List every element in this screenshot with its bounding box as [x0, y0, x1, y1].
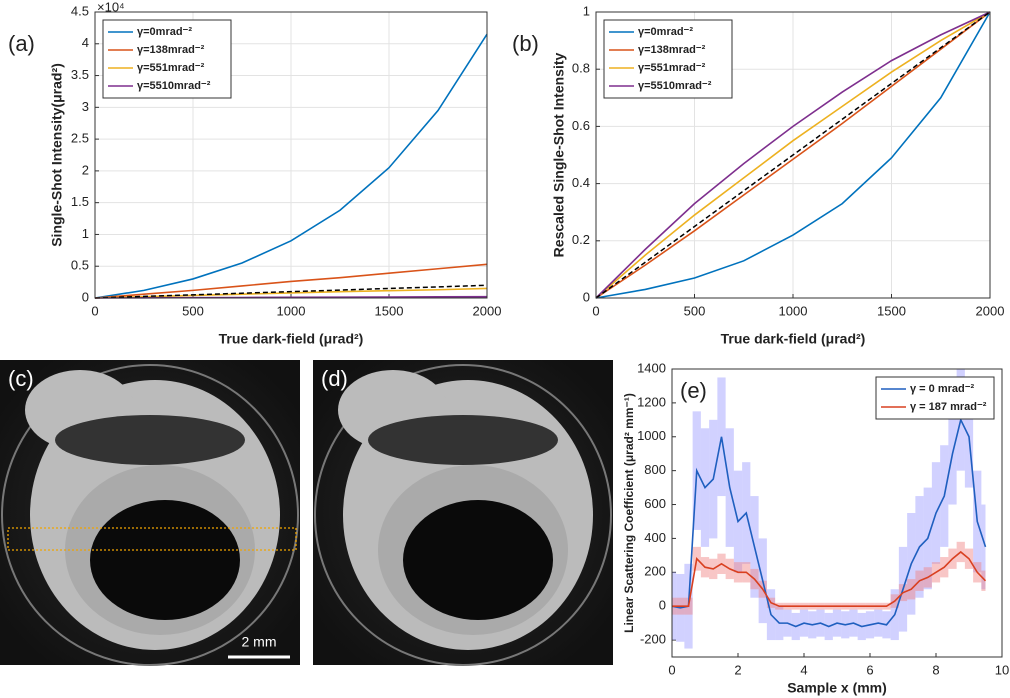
line — [94, 33, 488, 299]
line — [595, 11, 991, 299]
y-tick-label: 1000 — [637, 428, 666, 443]
legend-box — [875, 376, 995, 420]
y-tick-label: 800 — [644, 462, 666, 477]
y-tick-label: 3 — [82, 99, 89, 114]
panel-label: (a) — [8, 31, 35, 56]
legend-label: γ=5510mrad⁻² — [638, 80, 712, 92]
plot-clip — [671, 369, 987, 649]
axes-box — [94, 11, 488, 299]
legend-box — [603, 19, 733, 99]
y-tick-label: 0.2 — [572, 232, 590, 247]
line — [94, 284, 488, 299]
scale-bar-label: 2 mm — [242, 634, 277, 650]
y-tick-label: 0.8 — [572, 61, 590, 76]
panel-label: (d) — [321, 366, 348, 391]
x-tick-label: 1500 — [877, 303, 906, 318]
y-tick-label: 4.5 — [71, 3, 89, 18]
y-tick-label: 1200 — [637, 394, 666, 409]
x-tick-label: 500 — [182, 303, 204, 318]
legend-label: γ=138mrad⁻² — [137, 44, 205, 56]
y-tick-label: 0 — [583, 289, 590, 304]
legend-label: γ=551mrad⁻² — [137, 62, 205, 74]
legend-box — [102, 19, 232, 99]
y-tick-label: 4 — [82, 35, 89, 50]
line — [595, 11, 991, 299]
line — [595, 11, 991, 299]
legend-label: γ=0mrad⁻² — [638, 26, 693, 38]
line — [671, 417, 987, 628]
y-tick-label: 0 — [82, 289, 89, 304]
line — [672, 550, 987, 607]
x-axis-label: True dark-field (μrad²) — [721, 331, 866, 347]
y-tick-label: 0.6 — [572, 118, 590, 133]
x-tick-label: 4 — [800, 662, 807, 677]
legend-label: γ = 0 mrad⁻² — [910, 383, 975, 395]
y-tick-label: 400 — [644, 530, 666, 545]
y-tick-label: 1.5 — [71, 194, 89, 209]
x-tick-label: 2 — [734, 662, 741, 677]
y-axis-label: Linear Scattering Coefficient (μrad² mm⁻… — [622, 393, 636, 633]
axes-box — [595, 11, 991, 299]
x-tick-label: 0 — [91, 303, 98, 318]
image-c: 2 mm (c) — [0, 360, 300, 666]
x-axis-label: True dark-field (μrad²) — [219, 331, 364, 347]
legend-label: γ=0mrad⁻² — [137, 26, 192, 38]
axes-box — [671, 368, 1003, 658]
x-tick-label: 8 — [932, 662, 939, 677]
y-tick-label: 2 — [82, 162, 89, 177]
plot-clip — [595, 11, 991, 299]
y-multiplier: ×10⁴ — [97, 0, 125, 14]
y-tick-label: 3.5 — [71, 67, 89, 82]
y-tick-label: 1 — [583, 3, 590, 18]
y-tick-label: 2.5 — [71, 131, 89, 146]
x-tick-label: 2000 — [976, 303, 1005, 318]
line — [595, 11, 991, 299]
legend-label: γ = 187 mrad⁻² — [910, 401, 987, 413]
y-axis-label: Single-Shot Intensity(μrad²) — [49, 63, 65, 247]
y-tick-label: 200 — [644, 564, 666, 579]
image-d: (d) — [313, 360, 613, 666]
y-tick-label: 0 — [659, 598, 666, 613]
y-tick-label: 1400 — [637, 360, 666, 375]
panel-label: (e) — [680, 378, 707, 403]
error-band — [981, 570, 986, 591]
line — [94, 263, 488, 299]
x-tick-label: 1000 — [779, 303, 808, 318]
y-tick-label: 0.5 — [71, 258, 89, 273]
line — [595, 11, 991, 299]
legend-label: γ=138mrad⁻² — [638, 44, 706, 56]
x-tick-label: 500 — [684, 303, 706, 318]
y-tick-label: 600 — [644, 496, 666, 511]
panel-label: (b) — [512, 31, 539, 56]
y-axis-label: Rescaled Single-Shot Intensity — [551, 52, 567, 257]
error-band — [981, 504, 986, 590]
x-tick-label: 0 — [668, 662, 675, 677]
x-axis-label: Sample x (mm) — [787, 680, 887, 696]
legend-label: γ=5510mrad⁻² — [137, 80, 211, 92]
x-tick-label: 6 — [866, 662, 873, 677]
y-tick-label: 0.4 — [572, 175, 590, 190]
panel-label: (c) — [8, 366, 34, 391]
x-tick-label: 0 — [592, 303, 599, 318]
y-tick-label: -200 — [640, 631, 666, 646]
y-tick-label: 1 — [82, 226, 89, 241]
x-tick-label: 10 — [995, 662, 1009, 677]
x-tick-label: 1500 — [375, 303, 404, 318]
legend-label: γ=551mrad⁻² — [638, 62, 706, 74]
x-tick-label: 1000 — [277, 303, 306, 318]
x-tick-label: 2000 — [473, 303, 502, 318]
